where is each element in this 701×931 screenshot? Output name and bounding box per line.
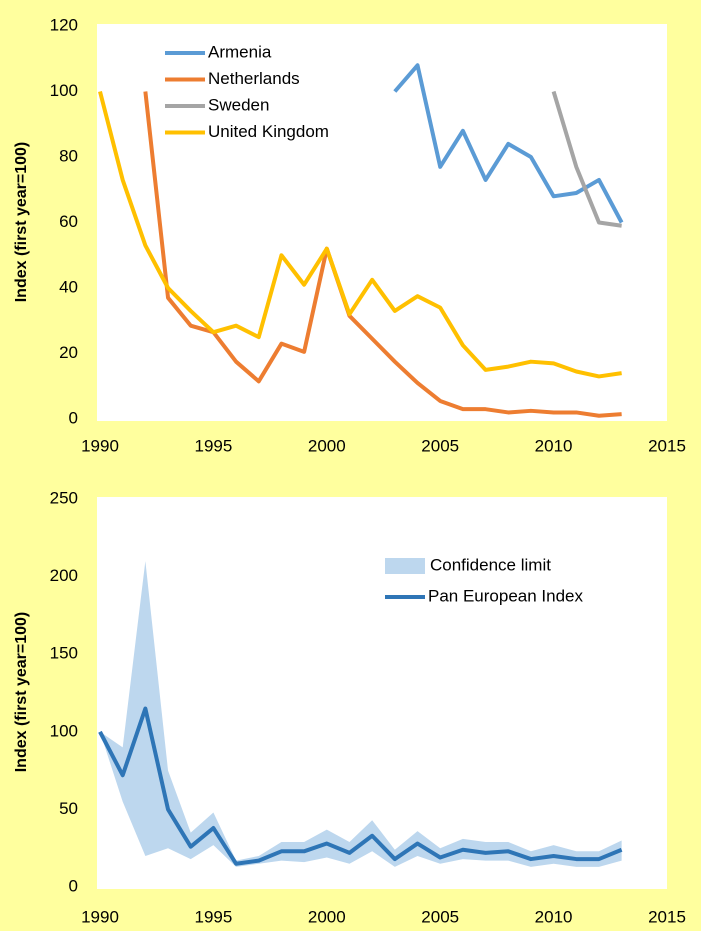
- y-tick-label: 80: [59, 146, 78, 165]
- legend-label: Confidence limit: [430, 555, 551, 574]
- series-line: [551, 90, 622, 228]
- legend-label: Armenia: [208, 42, 272, 61]
- x-tick-label: 2005: [421, 436, 459, 455]
- y-tick-label: 0: [69, 876, 78, 895]
- series-line: [143, 91, 622, 418]
- y-axis-label: Index (first year=100): [13, 612, 30, 773]
- plot-area: [97, 497, 667, 889]
- y-tick-label: 20: [59, 343, 78, 362]
- series-line: [98, 91, 622, 379]
- y-tick-label: 60: [59, 212, 78, 231]
- legend-label: Pan European Index: [428, 586, 584, 605]
- y-tick-label: 0: [69, 408, 78, 427]
- x-tick-label: 1995: [194, 907, 232, 926]
- y-tick-label: 200: [50, 566, 78, 585]
- x-tick-label: 2010: [535, 436, 573, 455]
- x-tick-label: 2005: [421, 907, 459, 926]
- y-tick-label: 40: [59, 277, 78, 296]
- y-tick-label: 250: [50, 488, 78, 507]
- x-tick-label: 2015: [648, 436, 686, 455]
- legend-label: Sweden: [208, 95, 269, 114]
- y-tick-label: 150: [50, 644, 78, 663]
- plot-area: [97, 24, 667, 421]
- legend-label: Netherlands: [208, 69, 300, 88]
- x-tick-label: 1990: [81, 436, 119, 455]
- x-tick-label: 2010: [535, 907, 573, 926]
- legend-swatch: [385, 558, 425, 574]
- x-tick-label: 2000: [308, 436, 346, 455]
- x-tick-label: 1995: [194, 436, 232, 455]
- y-tick-label: 50: [59, 799, 78, 818]
- x-tick-label: 2000: [308, 907, 346, 926]
- series-line: [98, 706, 623, 866]
- y-tick-label: 100: [50, 81, 78, 100]
- x-tick-label: 2015: [648, 907, 686, 926]
- confidence-band: [100, 561, 622, 867]
- y-axis-label: Index (first year=100): [13, 142, 30, 303]
- legend-label: United Kingdom: [208, 122, 329, 141]
- y-tick-label: 120: [50, 15, 78, 34]
- y-tick-label: 100: [50, 721, 78, 740]
- x-tick-label: 1990: [81, 907, 119, 926]
